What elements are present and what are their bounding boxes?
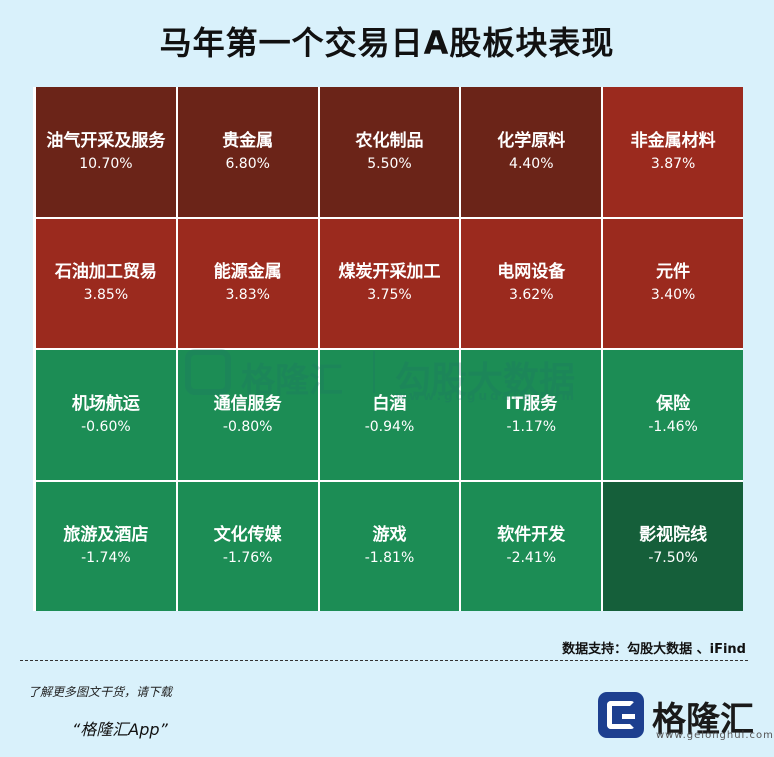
sector-change: 3.75%: [367, 287, 412, 304]
sector-change: -1.46%: [648, 418, 698, 435]
sector-change: 3.40%: [650, 287, 696, 304]
sector-change: -2.41%: [506, 550, 557, 567]
sector-name: 贵金属: [222, 130, 274, 151]
sector-name: 油气开采及服务: [46, 130, 166, 151]
heatmap-cell: 能源金属 3.83%: [177, 218, 318, 348]
heatmap-cell: 贵金属 6.80%: [177, 87, 318, 217]
promo-text: 了解更多图文干货，请下载: [28, 685, 173, 699]
sector-name: 煤炭开采加工: [338, 262, 441, 283]
sector-name: 影视院线: [639, 525, 708, 546]
sector-change: -1.76%: [222, 550, 273, 567]
sector-change: -1.17%: [506, 418, 557, 435]
brand-logo: 格隆汇 www.gelonghui.com: [598, 690, 773, 750]
sector-change: -7.50%: [648, 550, 698, 567]
sector-name: 农化制品: [355, 130, 424, 151]
sector-change: -0.80%: [222, 418, 273, 435]
sector-change: 5.50%: [367, 155, 412, 172]
sector-name: 能源金属: [213, 262, 282, 283]
heatmap-cell: 电网设备 3.62%: [461, 218, 602, 348]
sector-name: 电网设备: [497, 262, 566, 283]
promo-app-name: “格隆汇App”: [72, 720, 168, 739]
sector-change: 10.70%: [79, 155, 133, 172]
heatmap-cell: 煤炭开采加工 3.75%: [319, 218, 460, 348]
heatmap-cell: 石油加工贸易 3.85%: [36, 218, 176, 348]
sector-name: 游戏: [372, 525, 407, 546]
heatmap-cell: IT服务 -1.17%: [461, 350, 602, 480]
sector-change: 3.62%: [509, 287, 554, 304]
sector-change: -1.74%: [81, 550, 131, 567]
logo-url: www.gelonghui.com: [656, 730, 774, 741]
heatmap-cell: 通信服务 -0.80%: [177, 350, 318, 480]
heatmap-cell: 化学原料 4.40%: [461, 87, 602, 217]
heatmap-cell: 非金属材料 3.87%: [603, 87, 743, 217]
heatmap-cell: 农化制品 5.50%: [319, 87, 460, 217]
heatmap-cell: 旅游及酒店 -1.74%: [36, 481, 176, 611]
data-source: 数据支持：勾股大数据 、iFind: [562, 642, 746, 657]
sector-heatmap: 油气开采及服务 10.70% 贵金属 6.80% 农化制品 5.50% 化学原料 4.40% 非…: [33, 87, 743, 611]
logo-brand-text: 格隆汇: [652, 700, 754, 740]
sector-name: 非金属材料: [630, 130, 716, 151]
sector-change: 3.87%: [650, 155, 696, 172]
sector-name: 文化传媒: [213, 525, 282, 546]
sector-change: 6.80%: [225, 155, 270, 172]
heatmap-cell: 文化传媒 -1.76%: [177, 481, 318, 611]
sector-change: 4.40%: [509, 155, 554, 172]
sector-name: 白酒: [372, 393, 407, 414]
heatmap-cell: 保险 -1.46%: [603, 350, 743, 480]
sector-name: IT服务: [505, 393, 558, 414]
sector-name: 元件: [656, 262, 691, 283]
sector-name: 通信服务: [213, 393, 282, 414]
heatmap-cell: 软件开发 -2.41%: [461, 481, 602, 611]
sector-name: 化学原料: [497, 130, 566, 151]
page-title: 马年第一个交易日A股板块表现: [159, 24, 615, 62]
sector-name: 石油加工贸易: [54, 262, 157, 283]
heatmap-cell: 影视院线 -7.50%: [603, 481, 743, 611]
sector-change: -0.94%: [364, 418, 415, 435]
sector-change: 3.83%: [225, 287, 270, 304]
logo-mark-icon: [598, 692, 644, 738]
heatmap-cell: 白酒 -0.94%: [319, 350, 460, 480]
sector-name: 旅游及酒店: [63, 525, 149, 546]
sector-change: -1.81%: [364, 550, 415, 567]
heatmap-cell: 游戏 -1.81%: [319, 481, 460, 611]
heatmap-cell: 元件 3.40%: [603, 218, 743, 348]
sector-name: 机场航运: [71, 393, 140, 414]
heatmap-cell: 机场航运 -0.60%: [36, 350, 176, 480]
sector-name: 保险: [656, 393, 691, 414]
dashed-divider: [20, 660, 748, 661]
sector-change: -0.60%: [81, 418, 131, 435]
heatmap-grid: 油气开采及服务 10.70% 贵金属 6.80% 农化制品 5.50% 化学原料 4.40% 非…: [36, 87, 743, 611]
heatmap-cell: 油气开采及服务 10.70%: [36, 87, 176, 217]
sector-change: 3.85%: [83, 287, 129, 304]
sector-name: 软件开发: [497, 525, 566, 546]
